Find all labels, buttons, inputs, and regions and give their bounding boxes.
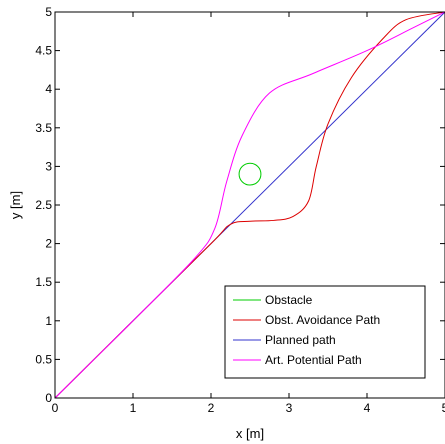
y-tick-label: 3.5 [35, 121, 52, 135]
y-tick-label: 1.5 [35, 275, 52, 289]
x-tick-label: 2 [208, 401, 215, 415]
x-tick-label: 5 [442, 401, 445, 415]
axes-layer: 0 1 2 3 4 5 0 0.5 1 1.5 2 2.5 3 3.5 4 4.5 5 [35, 5, 445, 415]
legend-entry-obstacle: Obstacle [265, 293, 313, 307]
series-line-art-potential-path [54, 11, 445, 399]
y-axis-label: y [m] [8, 191, 23, 219]
x-tick-label: 1 [130, 401, 137, 415]
x-tick-label: 4 [364, 401, 371, 415]
y-tick-label: 5 [45, 5, 52, 19]
legend-entry-obst-avoidance-path: Obst. Avoidance Path [265, 313, 380, 327]
series-layer [54, 11, 445, 399]
y-tick-label: 4 [45, 82, 52, 96]
y-tick-label: 2.5 [35, 198, 52, 212]
y-tick-label: 3 [45, 159, 52, 173]
x-tick-label: 0 [52, 401, 59, 415]
y-tick-label: 1 [45, 314, 52, 328]
obstacle-circle [238, 162, 262, 186]
legend: Obstacle Obst. Avoidance Path Planned path… [224, 285, 426, 379]
x-tick-label: 3 [286, 401, 293, 415]
legend-entry-planned-path: Planned path [265, 333, 336, 347]
y-tick-label: 4.5 [35, 44, 52, 58]
x-axis-label: x [m] [236, 426, 264, 441]
legend-entry-art-potential-path: Art. Potential Path [265, 353, 362, 367]
y-tick-label: 0.5 [35, 352, 52, 366]
y-tick-label: 0 [45, 391, 52, 405]
y-tick-label: 2 [45, 237, 52, 251]
legend-box [224, 285, 426, 379]
